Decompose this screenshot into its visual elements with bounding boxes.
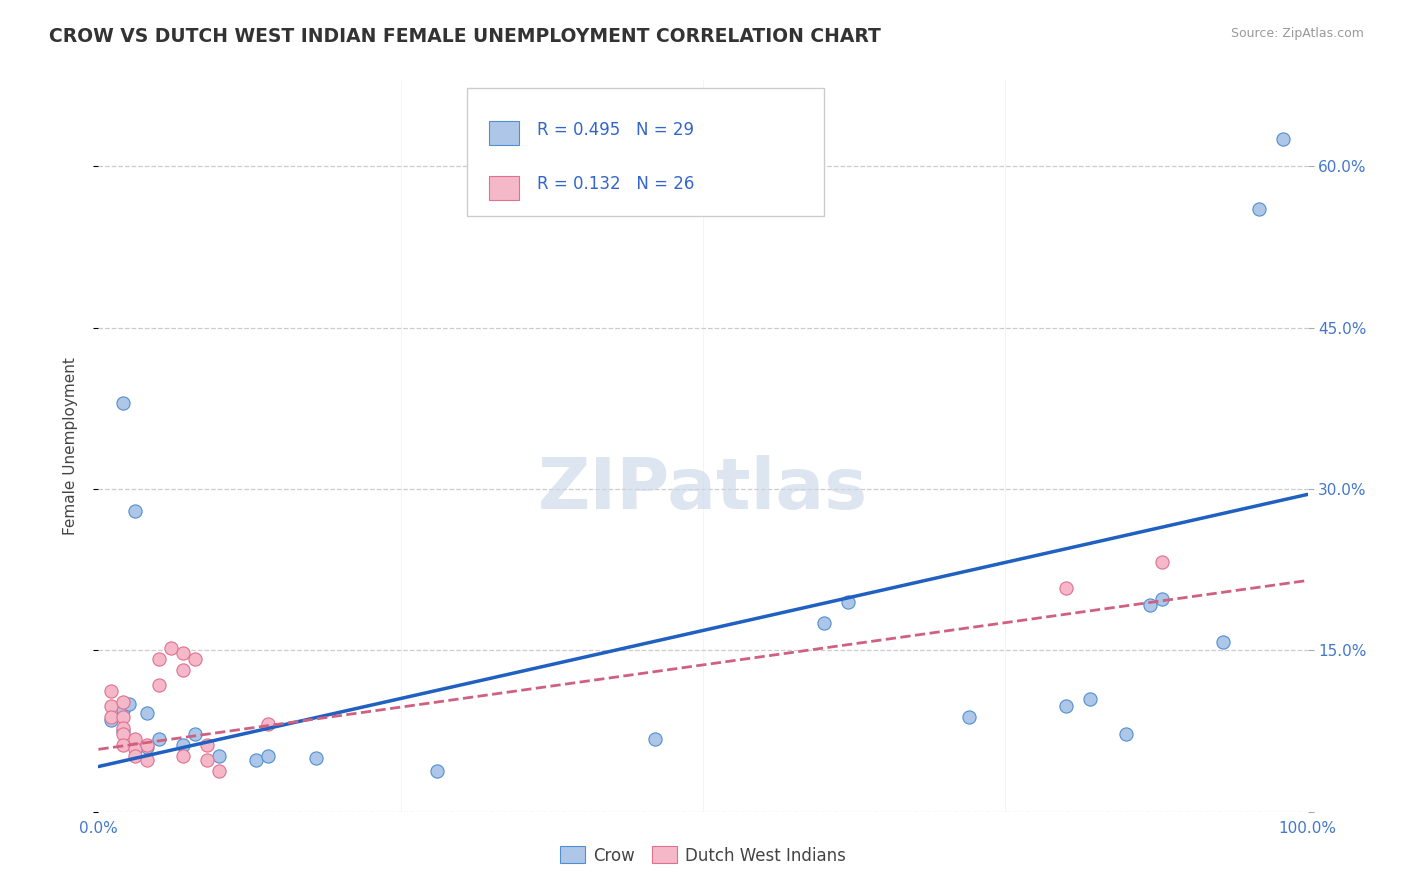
FancyBboxPatch shape: [467, 87, 824, 216]
Point: [100, 684, 122, 698]
Point: [135, 740, 157, 755]
Point: [1212, 634, 1234, 648]
Text: R = 0.132   N = 26: R = 0.132 N = 26: [537, 175, 695, 193]
Point: [111, 721, 134, 735]
Point: [124, 731, 146, 746]
Point: [111, 396, 134, 410]
Point: [1152, 591, 1174, 606]
Point: [172, 738, 194, 752]
Point: [111, 724, 134, 739]
Point: [184, 727, 207, 741]
Point: [100, 714, 122, 728]
Point: [111, 702, 134, 716]
Point: [837, 595, 859, 609]
Text: CROW VS DUTCH WEST INDIAN FEMALE UNEMPLOYMENT CORRELATION CHART: CROW VS DUTCH WEST INDIAN FEMALE UNEMPLO…: [49, 27, 882, 45]
Point: [172, 663, 194, 677]
Point: [111, 695, 134, 709]
Point: [256, 716, 278, 731]
Text: Source: ZipAtlas.com: Source: ZipAtlas.com: [1230, 27, 1364, 40]
Point: [124, 742, 146, 756]
Point: [195, 738, 218, 752]
Point: [118, 697, 141, 711]
Point: [1249, 202, 1271, 217]
Point: [305, 751, 328, 765]
Point: [644, 731, 666, 746]
Point: [172, 646, 194, 660]
Text: R = 0.495   N = 29: R = 0.495 N = 29: [537, 120, 695, 139]
Point: [148, 678, 170, 692]
Point: [1054, 581, 1077, 595]
Point: [813, 616, 835, 631]
Point: [208, 748, 231, 763]
Point: [1054, 699, 1077, 714]
Point: [426, 764, 449, 778]
Point: [100, 699, 122, 714]
Point: [148, 731, 170, 746]
Point: [1115, 727, 1137, 741]
Point: [100, 710, 122, 724]
Legend: Crow, Dutch West Indians: Crow, Dutch West Indians: [551, 838, 855, 873]
Point: [111, 738, 134, 752]
Point: [245, 753, 267, 767]
Point: [135, 738, 157, 752]
Point: [124, 748, 146, 763]
Point: [111, 710, 134, 724]
Point: [135, 706, 157, 720]
Point: [111, 727, 134, 741]
Point: [135, 753, 157, 767]
Point: [1152, 555, 1174, 569]
Point: [160, 641, 183, 656]
Point: [208, 764, 231, 778]
Point: [1078, 691, 1101, 706]
Point: [256, 748, 278, 763]
Point: [124, 503, 146, 517]
Bar: [489, 121, 519, 145]
Text: ZIPatlas: ZIPatlas: [538, 456, 868, 524]
Point: [184, 652, 207, 666]
Bar: [489, 177, 519, 200]
Point: [148, 652, 170, 666]
Point: [957, 710, 980, 724]
Y-axis label: Female Unemployment: Female Unemployment: [63, 357, 77, 535]
Point: [195, 753, 218, 767]
Point: [124, 738, 146, 752]
Point: [1139, 598, 1161, 612]
Point: [1272, 132, 1295, 146]
Point: [172, 748, 194, 763]
